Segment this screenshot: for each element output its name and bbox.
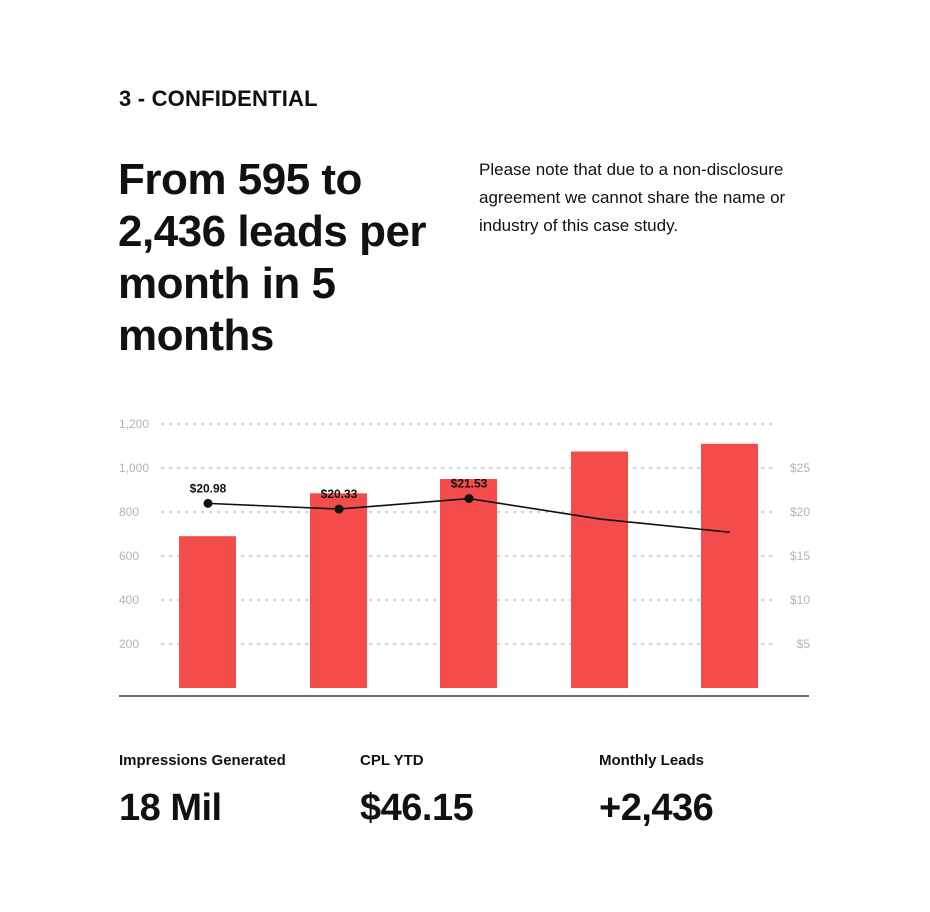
- y-axis-left-tick: 800: [119, 505, 139, 519]
- eyebrow-label: 3 - CONFIDENTIAL: [119, 86, 318, 111]
- y-axis-left-tick: 1,200: [119, 417, 149, 431]
- y-axis-left-tick: 600: [119, 549, 139, 563]
- stat-value: +2,436: [599, 787, 714, 829]
- nda-note: Please note that due to a non-disclosure…: [479, 160, 786, 235]
- y-axis-right-tick: $25: [790, 461, 810, 475]
- y-axis-right-tick: $5: [797, 637, 811, 651]
- y-axis-left-tick: 200: [119, 637, 139, 651]
- stat-value: $46.15: [360, 787, 474, 829]
- stat-value: 18 Mil: [119, 787, 222, 829]
- stat-cpl-ytd: CPL YTD $46.15: [360, 752, 474, 830]
- bar: [440, 479, 497, 688]
- bar: [310, 493, 367, 688]
- y-axis-left-tick: 1,000: [119, 461, 149, 475]
- cpl-data-label: $21.53: [451, 477, 488, 491]
- y-axis-right-tick: $15: [790, 549, 810, 563]
- y-axis-right-tick: $20: [790, 505, 810, 519]
- bar: [571, 451, 628, 688]
- stat-label: Impressions Generated: [119, 752, 286, 769]
- stat-label: CPL YTD: [360, 752, 424, 769]
- y-axis-left-tick: 400: [119, 593, 139, 607]
- cpl-point: [203, 498, 213, 508]
- cpl-data-label: $20.33: [321, 487, 358, 501]
- stat-monthly-leads: Monthly Leads +2,436: [599, 752, 714, 830]
- leads-cpl-chart: 1,200 1,000 800 600 400 200 $25 $20 $15 $10 $5 $20.…: [119, 417, 811, 697]
- cpl-point: [334, 504, 344, 514]
- bar: [701, 443, 758, 688]
- stat-label: Monthly Leads: [599, 752, 705, 769]
- page-title: From 595 to 2,436 leads per month in 5 m…: [118, 155, 427, 360]
- bar: [179, 536, 236, 688]
- stat-impressions: Impressions Generated 18 Mil: [119, 752, 286, 830]
- cpl-data-label: $20.98: [190, 481, 227, 495]
- cpl-point: [464, 494, 474, 504]
- y-axis-right-tick: $10: [790, 593, 810, 607]
